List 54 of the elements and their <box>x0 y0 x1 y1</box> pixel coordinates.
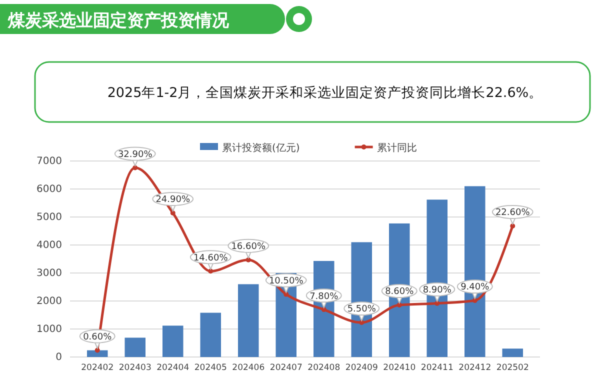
data-label: 0.60% <box>83 332 112 342</box>
x-tick-label: 202403 <box>118 363 152 374</box>
x-tick-label: 202411 <box>420 363 454 374</box>
point <box>94 348 100 353</box>
x-tick-label: 202409 <box>345 363 378 374</box>
x-tick-label: 202405 <box>194 363 227 374</box>
point <box>284 292 289 297</box>
y-tick-label: 3000 <box>36 268 62 280</box>
y-tick-label: 2000 <box>36 296 62 308</box>
x-tick-label: 202404 <box>156 363 190 374</box>
x-tick-label: 202402 <box>81 363 114 374</box>
legend-label: 累计同比 <box>376 142 417 154</box>
data-label: 9.40% <box>460 282 490 293</box>
x-tick-label: 202406 <box>232 363 265 374</box>
point <box>321 307 326 312</box>
bar <box>238 284 259 357</box>
bar <box>86 350 108 357</box>
data-label: 7.80% <box>310 292 339 302</box>
chart-title: 煤炭采选业固定资产投资情况 <box>7 11 230 31</box>
y-tick-label: 7000 <box>36 156 62 168</box>
data-label: 16.60% <box>231 242 266 252</box>
bar <box>124 338 146 357</box>
x-tick-label: 202412 <box>458 363 492 374</box>
y-tick-label: 4000 <box>36 240 62 252</box>
point <box>434 300 440 306</box>
x-tick-label: 202410 <box>383 363 416 374</box>
point <box>132 165 138 170</box>
point <box>359 320 364 326</box>
bar <box>162 326 184 357</box>
data-label: 32.90% <box>118 150 153 160</box>
legend-label: 累计投资额(亿元) <box>222 142 300 154</box>
data-label: 5.50% <box>347 304 376 315</box>
data-label: 10.50% <box>268 276 304 287</box>
point <box>208 268 214 274</box>
data-label: 14.60% <box>193 253 228 264</box>
data-label: 8.60% <box>385 287 414 298</box>
data-label: 8.90% <box>422 286 452 296</box>
data-label: 24.90% <box>156 195 190 206</box>
point <box>396 302 402 308</box>
y-tick-label: 5000 <box>36 212 62 224</box>
x-tick-label: 202502 <box>496 363 529 374</box>
point <box>246 257 251 262</box>
x-tick-label: 202407 <box>270 363 302 374</box>
point <box>170 210 176 216</box>
point <box>472 298 478 304</box>
chart-subtitle: 2025年1-2月，全国煤炭开采和采选业固定资产投资同比增长22.6%。 <box>107 85 543 101</box>
x-tick-label: 202408 <box>308 363 340 374</box>
bar <box>200 312 222 357</box>
bar <box>502 348 524 357</box>
y-tick-label: 0 <box>56 352 62 364</box>
y-tick-label: 6000 <box>36 184 62 196</box>
y-tick-label: 1000 <box>36 324 62 336</box>
data-label: 22.60% <box>495 208 530 218</box>
point <box>510 223 516 228</box>
